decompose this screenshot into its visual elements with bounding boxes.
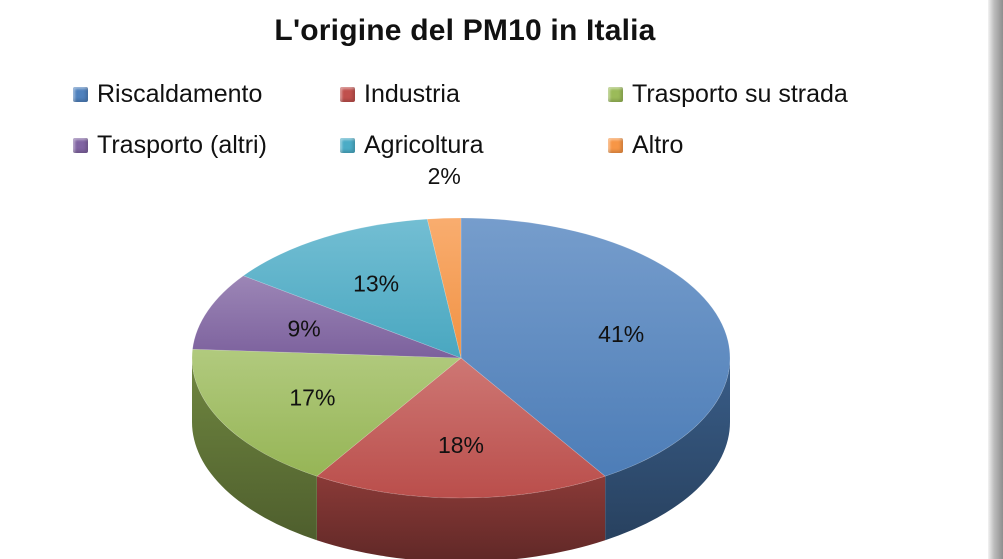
data-label-trasporto-altri: 9% [287,316,320,342]
legend-swatch-industria [340,86,355,102]
legend-label-agricoltura: Agricoltura [364,130,484,159]
legend-label-industria: Industria [364,79,460,108]
pie-slice-industria [316,357,606,499]
legend-swatch-agricoltura [340,137,355,153]
legend-swatch-trasporto-su-strada [608,86,623,102]
legend-item-trasporto-su-strada: Trasporto su strada [608,77,848,111]
legend-swatch-riscaldamento [73,86,88,102]
data-label-industria: 18% [438,432,484,458]
window-edge [988,0,1003,559]
pie-slice-riscaldamento [460,217,731,477]
chart-legend: Riscaldamento Industria Trasporto su str… [0,0,980,170]
pie-side-industria [316,476,606,559]
legend-swatch-altro [608,137,623,153]
data-label-trasporto-su-strada: 17% [289,384,335,410]
pie-slice-agricoltura [242,218,462,359]
pie-side-riscaldamento [605,358,730,541]
pie-slice-altro [426,217,462,359]
legend-item-agricoltura: Agricoltura [340,128,484,162]
legend-item-industria: Industria [340,77,460,111]
legend-label-trasporto-su-strada: Trasporto su strada [632,79,848,108]
pie-side-trasporto-su-strada [192,358,317,541]
legend-item-trasporto-altri: Trasporto (altri) [73,128,267,162]
legend-label-altro: Altro [632,130,684,159]
legend-swatch-trasporto-altri [73,137,88,153]
legend-label-riscaldamento: Riscaldamento [97,79,263,108]
data-label-altro: 2% [428,163,461,189]
data-label-riscaldamento: 41% [598,321,644,347]
legend-item-riscaldamento: Riscaldamento [73,77,262,111]
legend-item-altro: Altro [608,128,683,162]
legend-label-trasporto-altri: Trasporto (altri) [97,130,267,159]
pie-slice-trasporto-su-strada [191,348,462,477]
data-label-agricoltura: 13% [353,270,399,296]
pie-slice-trasporto-altri [192,275,462,359]
chart-title: L'origine del PM10 in Italia [274,14,656,47]
